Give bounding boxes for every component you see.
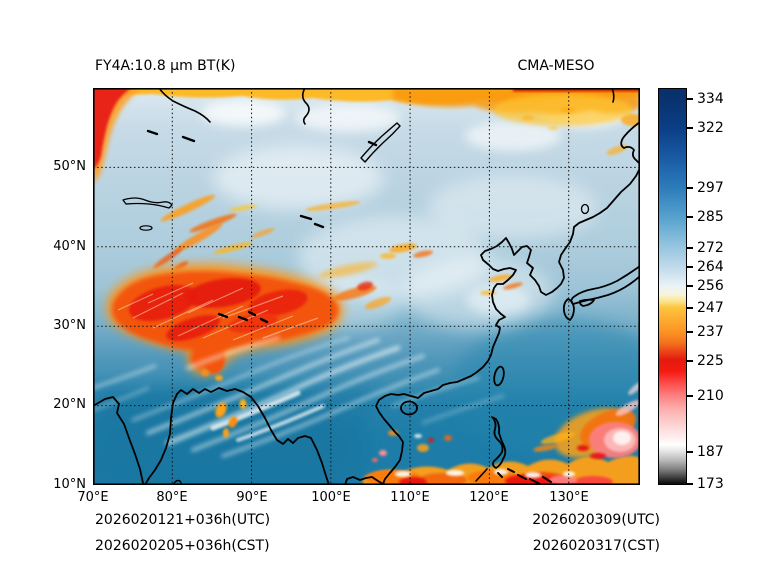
islands-visayas (497, 468, 552, 485)
tibetan-plateau-cold-shield (106, 263, 392, 381)
colorbar-label-173: 173 (697, 476, 724, 492)
colorbar-tick (687, 360, 693, 362)
colorbar-tick (687, 98, 693, 100)
bt-field-map (63, 87, 673, 508)
colorbar-label-210: 210 (697, 388, 724, 404)
x-tick-80E: 80°E (156, 490, 188, 505)
lake-khanka (580, 203, 590, 215)
island-shikoku (578, 298, 595, 307)
colorbar-tick (687, 285, 693, 287)
x-tick-90E: 90°E (236, 490, 268, 505)
coast-amur-inlet (620, 121, 641, 165)
island-palawan (475, 468, 488, 482)
colorbar-tick (687, 395, 693, 397)
coastlines (92, 87, 641, 486)
colorbar-tick (687, 451, 693, 453)
x-tick-110E: 110°E (390, 490, 430, 505)
colorbar-label-297: 297 (697, 180, 724, 196)
map-panel (63, 87, 673, 508)
colorbar-label-334: 334 (697, 91, 724, 107)
coast-india-east-myanmar-thailand (144, 387, 330, 486)
colorbar-label-187: 187 (697, 444, 724, 460)
colorbar-label-322: 322 (697, 120, 724, 136)
colorbar-tick (687, 127, 693, 129)
y-tick-30N: 30°N (53, 318, 86, 333)
colorbar-tick (687, 307, 693, 309)
colorbar-label-272: 272 (697, 240, 724, 256)
colorbar-label-247: 247 (697, 300, 724, 316)
colorbar-label-225: 225 (697, 353, 724, 369)
y-tick-20N: 20°N (53, 397, 86, 412)
x-tick-120E: 120°E (469, 490, 509, 505)
init-time-utc: 2026020121+036h(UTC) (95, 512, 271, 528)
plot-title-right: CMA-MESO (517, 58, 595, 74)
valid-time-cst: 2026020317(CST) (532, 538, 660, 554)
colorbar-label-264: 264 (697, 259, 724, 275)
colorbar-tick (687, 247, 693, 249)
coast-india-west (92, 396, 146, 486)
island-hainan (400, 400, 418, 416)
colorbar-tick (687, 483, 693, 485)
colorbar (658, 88, 687, 485)
y-tick-40N: 40°N (53, 239, 86, 254)
x-tick-70E: 70°E (77, 490, 109, 505)
y-tick-50N: 50°N (53, 159, 86, 174)
colorbar-label-256: 256 (697, 278, 724, 294)
x-tick-130E: 130°E (549, 490, 589, 505)
island-luzon (491, 416, 507, 469)
colorbar-tick (687, 331, 693, 333)
y-tick-10N: 10°N (53, 477, 86, 492)
tropical-storm-cold-core (533, 381, 644, 459)
valid-time-utc: 2026020309(UTC) (532, 512, 660, 528)
lake-balkhash (122, 197, 173, 209)
lake-issyk-kul (139, 225, 153, 231)
plateau-wave-texture (117, 282, 319, 341)
island-taiwan (493, 365, 505, 387)
nw-cloud-streaks (153, 194, 378, 278)
island-kyushu (562, 298, 575, 321)
colorbar-label-237: 237 (697, 324, 724, 340)
colorbar-tick (687, 216, 693, 218)
graticule-grid (93, 88, 640, 485)
northwest-cold-cell (93, 88, 141, 184)
x-tick-100E: 100°E (311, 490, 351, 505)
river-north-2 (301, 87, 310, 125)
colorbar-label-285: 285 (697, 209, 724, 225)
init-time-cst: 2026020205+036h(CST) (95, 538, 270, 554)
colorbar-tick (687, 187, 693, 189)
lake-baikal (360, 122, 401, 163)
coast-indochina-china-korea-russia (344, 167, 641, 486)
river-north-1 (158, 87, 211, 123)
colorbar-tick (687, 266, 693, 268)
plot-title-left: FY4A:10.8 μm BT(K) (95, 58, 236, 74)
map-frame (93, 88, 641, 485)
